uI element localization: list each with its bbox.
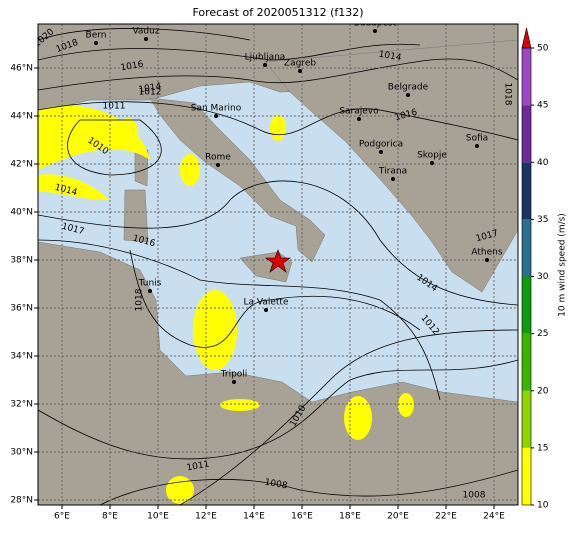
- lat-label: 30°N: [10, 448, 33, 458]
- city-label: Tunis: [138, 279, 162, 289]
- isobar-label: 1018: [503, 83, 513, 106]
- colorbar-label: 10 m wind speed (m/s): [558, 213, 568, 317]
- city-dot: [379, 150, 383, 154]
- lat-label: 42°N: [10, 160, 33, 170]
- lat-label: 36°N: [10, 304, 33, 314]
- lat-label: 40°N: [10, 208, 33, 218]
- isobars: [38, 28, 518, 505]
- colorbar: 10 15 20 25 30 35 40 45 50 10 m wind speed (m/s): [521, 27, 568, 511]
- city-dot: [485, 258, 489, 262]
- city-dot: [475, 144, 479, 148]
- city-dot: [214, 114, 218, 118]
- city-label: Rome: [205, 153, 231, 163]
- colorbar-segment: [522, 48, 531, 106]
- lon-label: 24°E: [483, 512, 505, 522]
- city-label: San Marino: [191, 104, 242, 114]
- colorbar-tick-label: 40: [537, 158, 549, 168]
- city-dot: [144, 37, 148, 41]
- city-dot: [406, 93, 410, 97]
- isobar-label: 1008: [463, 491, 486, 501]
- lat-label: 34°N: [10, 352, 33, 362]
- colorbar-segment: [522, 276, 531, 334]
- colorbar-tick-label: 15: [537, 443, 548, 453]
- colorbar-tick-label: 20: [537, 386, 549, 396]
- lon-label: 10°E: [147, 512, 169, 522]
- city-label: Zagreb: [284, 59, 316, 69]
- colorbar-segment: [522, 447, 531, 505]
- city-dot: [263, 63, 267, 67]
- lat-label: 28°N: [10, 496, 33, 506]
- isobar-label: 1011: [186, 460, 210, 474]
- forecast-point-star: [265, 249, 291, 273]
- city-label: Tirana: [378, 167, 407, 177]
- lon-label: 8°E: [102, 512, 118, 522]
- city-dot: [298, 69, 302, 73]
- city-dot: [357, 117, 361, 121]
- colorbar-extension: [521, 27, 532, 49]
- colorbar-segment: [522, 219, 531, 277]
- city-label: Sarajevo: [339, 107, 379, 117]
- city-dot: [264, 308, 268, 312]
- city-label: Athens: [471, 248, 502, 258]
- colorbar-segment: [522, 390, 531, 448]
- city-label: Budapest: [354, 19, 397, 29]
- lon-label: 18°E: [339, 512, 361, 522]
- colorbar-segment: [522, 105, 531, 163]
- city-label: Belgrade: [388, 83, 429, 93]
- city-dot: [430, 161, 434, 165]
- axes: 6°E 8°E 10°E 12°E 14°E 16°E 18°E 20°E 22°E 24°E 46…: [10, 64, 505, 522]
- map-frame: [37, 23, 519, 506]
- city-label: Skopje: [417, 151, 447, 161]
- isobar-labels: 1020101810161014101210111010101410171016…: [38, 27, 513, 501]
- city-label: Ljubljana: [245, 53, 286, 63]
- lon-label: 22°E: [435, 512, 457, 522]
- isobar-label: 1011: [103, 102, 126, 112]
- city-dot: [148, 289, 152, 293]
- lon-label: 14°E: [243, 512, 265, 522]
- city-dot: [94, 41, 98, 45]
- colorbar-segment: [522, 162, 531, 220]
- colorbar-tick-label: 30: [537, 272, 549, 282]
- graticule: [38, 24, 518, 505]
- colorbar-tick-label: 35: [537, 215, 548, 225]
- lon-label: 20°E: [387, 512, 409, 522]
- isobar-label: 1014: [378, 50, 403, 64]
- colorbar-tick-label: 45: [537, 101, 548, 111]
- city-dot: [232, 380, 236, 384]
- city-dot: [373, 29, 377, 33]
- city-label: Tripoli: [220, 370, 248, 380]
- colorbar-segment: [522, 333, 531, 391]
- lat-label: 44°N: [10, 112, 33, 122]
- lon-label: 6°E: [54, 512, 70, 522]
- lat-label: 38°N: [10, 256, 33, 266]
- lon-label: 12°E: [195, 512, 217, 522]
- colorbar-tick-label: 10: [537, 501, 549, 511]
- lon-label: 16°E: [291, 512, 313, 522]
- city-dot: [216, 163, 220, 167]
- colorbar-tick-label: 25: [537, 329, 548, 339]
- city-label: Bern: [86, 31, 107, 41]
- city-label: Podgorica: [359, 140, 403, 150]
- city-label: La Valette: [244, 298, 289, 308]
- lat-label: 32°N: [10, 400, 33, 410]
- isobar-label: 1016: [120, 60, 145, 74]
- colorbar-tick-label: 50: [537, 44, 549, 54]
- isobar-label: 1018: [135, 288, 145, 311]
- isobar-label: 1014: [138, 82, 163, 96]
- title: Forecast of 2020051312 (f132): [192, 6, 363, 19]
- city-dot: [391, 177, 395, 181]
- city-label: Sofia: [466, 134, 488, 144]
- city-label: Vaduz: [132, 27, 159, 37]
- isobar-label: 1008: [264, 478, 289, 492]
- lat-label: 46°N: [10, 64, 33, 74]
- isobar-label: 1012: [139, 88, 162, 98]
